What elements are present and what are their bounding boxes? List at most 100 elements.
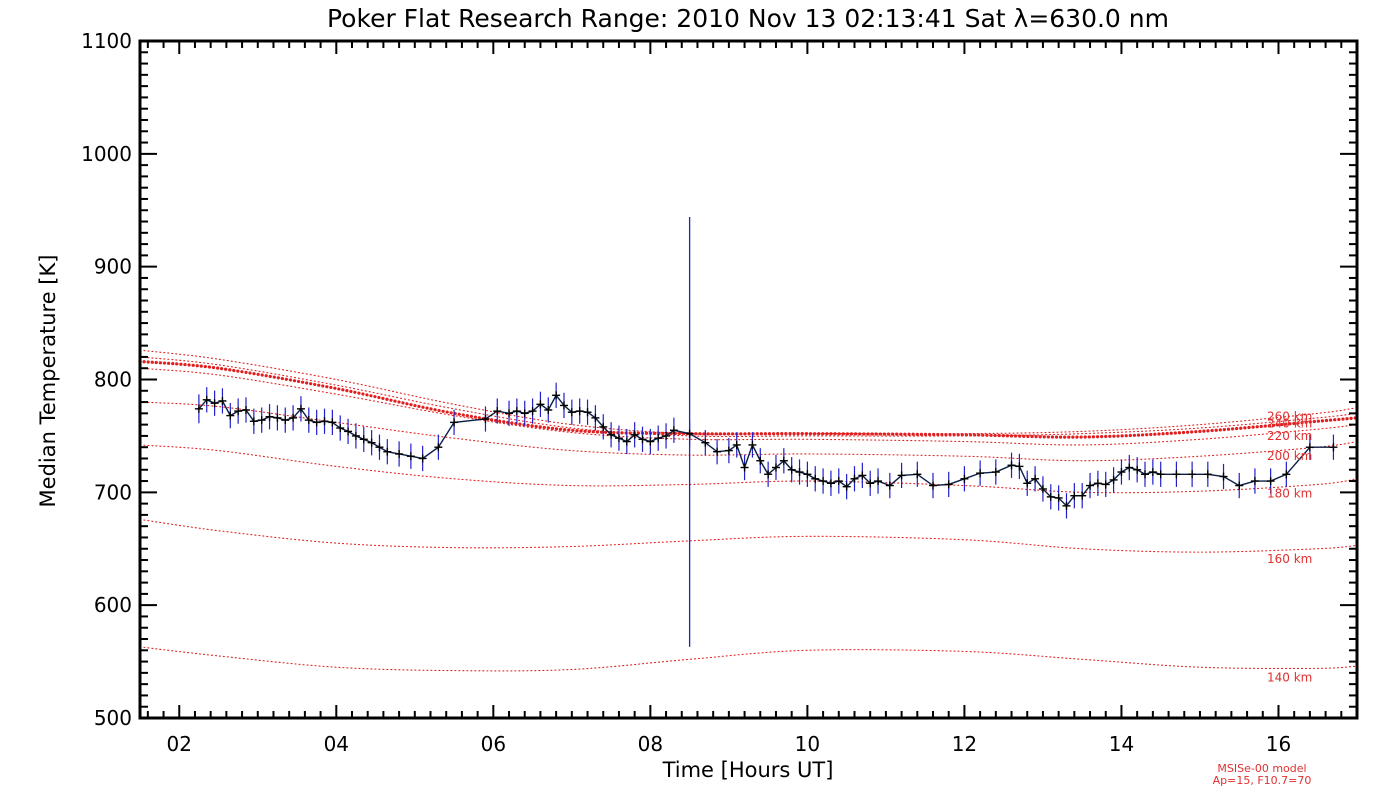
data-point <box>351 431 360 440</box>
data-point <box>544 405 553 414</box>
data-point <box>669 426 678 435</box>
data-point <box>866 479 875 488</box>
data-point <box>257 416 266 425</box>
model-curve <box>139 444 1358 494</box>
plot-frame <box>138 39 1359 720</box>
data-point <box>1266 477 1275 486</box>
data-point <box>418 454 427 463</box>
data-point <box>748 440 757 449</box>
data-point <box>795 468 804 477</box>
data-point <box>811 474 820 483</box>
data-point <box>897 471 906 480</box>
model-curve <box>139 401 1358 462</box>
data-point <box>1172 470 1181 479</box>
data-point <box>1023 479 1032 488</box>
model-lines <box>138 349 1359 672</box>
data-point <box>1133 465 1142 474</box>
data-point <box>1031 474 1040 483</box>
data-point <box>1125 463 1134 472</box>
data-point <box>1188 470 1197 479</box>
data-point <box>296 404 305 413</box>
data-point <box>1219 472 1228 481</box>
y-axis-label: Median Temperature [K] <box>36 255 60 508</box>
axes: 02 04 06 08 10 12 14 16 500 600 700 800 900 1000 1100 <box>81 29 1359 756</box>
data-point <box>210 399 219 408</box>
model-level-label: 220 km <box>1267 429 1312 443</box>
y-tick-label: 800 <box>94 368 132 392</box>
data-point <box>701 438 710 447</box>
model-curve <box>139 646 1358 672</box>
model-level-label: 200 km <box>1267 449 1312 463</box>
data-point <box>976 469 985 478</box>
data-point <box>226 411 235 420</box>
data-point <box>724 446 733 455</box>
data-point <box>320 417 329 426</box>
data-point <box>638 435 647 444</box>
data-point <box>395 449 404 458</box>
chart-title: Poker Flat Research Range: 2010 Nov 13 0… <box>327 4 1169 33</box>
data-point <box>630 430 639 439</box>
measured-line <box>198 394 1334 507</box>
data-point <box>732 440 741 449</box>
model-curve <box>138 359 1359 439</box>
model-level-label: 260 km <box>1267 410 1312 424</box>
data-point <box>281 416 290 425</box>
data-point <box>265 412 274 421</box>
data-point <box>344 427 353 436</box>
x-tick-label: 14 <box>1109 732 1134 756</box>
data-point <box>1148 468 1157 477</box>
data-point <box>536 400 545 409</box>
data-point <box>583 408 592 417</box>
y-tick-label: 1000 <box>81 142 132 166</box>
data-point <box>885 481 894 490</box>
model-curve <box>139 367 1358 446</box>
data-point <box>552 391 561 400</box>
y-tick-label: 1100 <box>81 29 132 53</box>
data-point <box>1015 462 1024 471</box>
data-point <box>1054 493 1063 502</box>
y-tick-label: 900 <box>94 255 132 279</box>
data-point <box>567 408 576 417</box>
data-point <box>1109 475 1118 484</box>
model-level-label: 140 km <box>1267 670 1312 684</box>
x-tick-label: 02 <box>167 732 192 756</box>
model-level-label: 180 km <box>1267 486 1312 500</box>
data-point <box>1282 470 1291 479</box>
data-point <box>771 463 780 472</box>
data-point <box>1101 480 1110 489</box>
data-point <box>1235 481 1244 490</box>
x-tick-label: 12 <box>952 732 977 756</box>
data-point <box>528 407 537 416</box>
data-point <box>336 424 345 433</box>
data-point <box>1156 470 1165 479</box>
data-point <box>1250 477 1259 486</box>
data-point <box>614 434 623 443</box>
x-axis-label: Time [Hours UT] <box>662 758 834 782</box>
data-point <box>1070 491 1079 500</box>
data-point <box>764 470 773 479</box>
model-level-label: 160 km <box>1267 552 1312 566</box>
y-tick-label: 500 <box>94 706 132 730</box>
data-point <box>304 416 313 425</box>
data-point <box>1329 443 1338 452</box>
data-point <box>960 474 969 483</box>
data-point <box>1086 481 1095 490</box>
data-point <box>1117 468 1126 477</box>
data-point <box>249 417 258 426</box>
model-note-line1: MSISe-00 model <box>1217 762 1306 775</box>
data-point <box>819 477 828 486</box>
data-point <box>367 438 376 447</box>
x-tick-label: 10 <box>795 732 820 756</box>
data-point <box>493 407 502 416</box>
data-point <box>1007 461 1016 470</box>
data-point <box>434 443 443 452</box>
data-point <box>834 477 843 486</box>
data-point <box>599 422 608 431</box>
y-tick-label: 600 <box>94 593 132 617</box>
data-point <box>383 447 392 456</box>
data-point <box>1141 470 1150 479</box>
data-point <box>234 407 243 416</box>
data-point <box>826 479 835 488</box>
